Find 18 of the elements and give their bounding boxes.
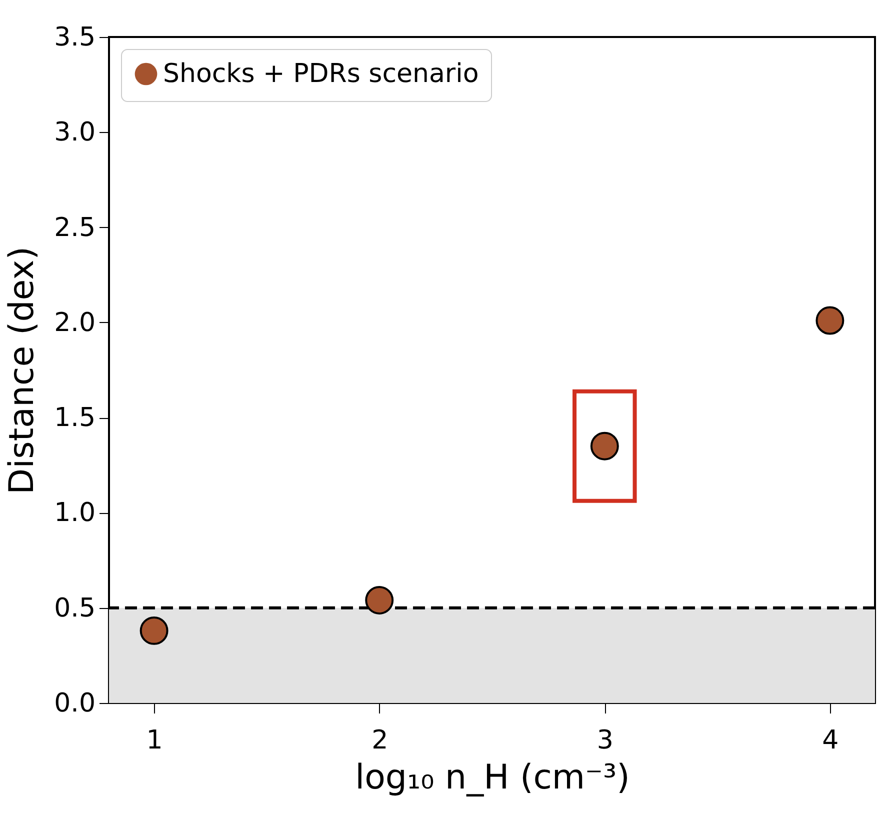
- y-tick-label: 0.0: [54, 688, 96, 718]
- x-axis-title: log₁₀ n_H (cm⁻³): [355, 758, 630, 798]
- y-tick-label: 2.5: [54, 212, 96, 243]
- x-tick-label: 4: [822, 726, 839, 756]
- y-tick-label: 1.5: [54, 403, 96, 434]
- x-tick-label: 2: [372, 726, 388, 756]
- y-tick-label: 3.0: [54, 118, 96, 148]
- point: [365, 586, 394, 614]
- y-tick-label: 3.5: [54, 22, 96, 52]
- y-axis-title: Distance (dex): [2, 246, 42, 495]
- y-tick-label: 0.5: [54, 593, 96, 624]
- x-tick-label: 3: [596, 726, 614, 756]
- y-tick-label: 1.0: [54, 498, 96, 528]
- point: [816, 306, 844, 335]
- point: [140, 616, 168, 645]
- legend-label: Shocks + PDRs scenario: [163, 59, 479, 89]
- y-tick-label: 2.0: [54, 308, 96, 338]
- x-tick-label: 1: [146, 726, 163, 756]
